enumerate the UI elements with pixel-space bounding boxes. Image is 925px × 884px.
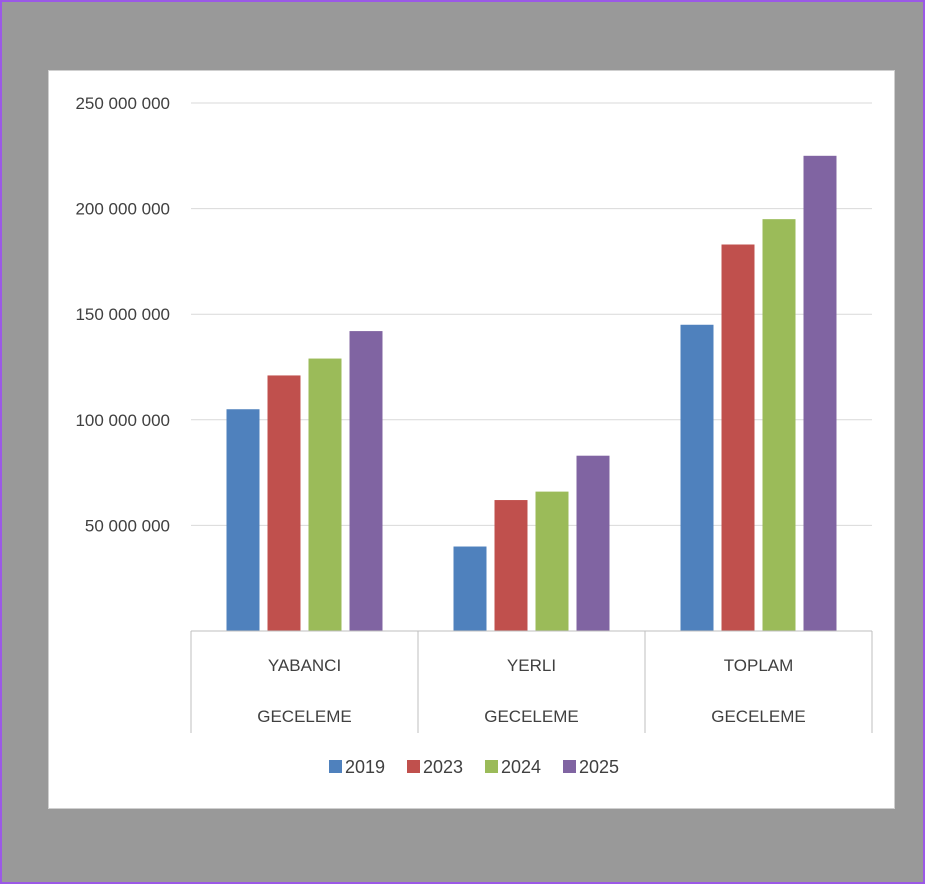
category-label: YERLI [507,656,556,675]
category-label: GECELEME [257,707,351,726]
bar-2024 [762,219,796,631]
legend: 2019 2023 2024 2025 [329,757,619,777]
legend-label: 2024 [501,757,541,777]
y-tick-label: 150 000 000 [75,305,170,324]
category-label: GECELEME [711,707,805,726]
y-tick-label: 250 000 000 [75,94,170,113]
y-tick-label: 100 000 000 [75,411,170,430]
category-label: GECELEME [484,707,578,726]
bar-2023 [721,244,755,631]
y-tick-label: 50 000 000 [85,516,170,535]
bar-2025 [349,331,383,631]
bar-2019 [680,324,714,631]
chart-area: 50 000 000 100 000 000 150 000 000 200 000 … [48,70,895,809]
bar-2023 [267,375,301,631]
legend-swatch [407,760,420,773]
legend-label: 2023 [423,757,463,777]
gridlines [191,102,872,526]
bar-2024 [308,358,342,631]
legend-swatch [329,760,342,773]
legend-label: 2025 [579,757,619,777]
bar-2023 [494,500,528,631]
legend-swatch [485,760,498,773]
bar-chart: 50 000 000 100 000 000 150 000 000 200 000 … [75,94,873,777]
bar-2019 [453,546,487,631]
legend-swatch [563,760,576,773]
bar-2019 [226,409,260,631]
y-axis-tick-labels: 50 000 000 100 000 000 150 000 000 200 000 … [75,94,170,535]
category-labels: YABANCI GECELEME YERLI GECELEME TOPLAM GECELE… [257,656,805,726]
category-label: YABANCI [268,656,341,675]
legend-label: 2019 [345,757,385,777]
x-axis [190,630,873,733]
bar-2025 [576,455,610,631]
y-tick-label: 200 000 000 [75,200,170,219]
bar-2024 [535,491,569,631]
bar-2025 [803,155,837,632]
bars [226,155,837,632]
category-label: TOPLAM [724,656,794,675]
